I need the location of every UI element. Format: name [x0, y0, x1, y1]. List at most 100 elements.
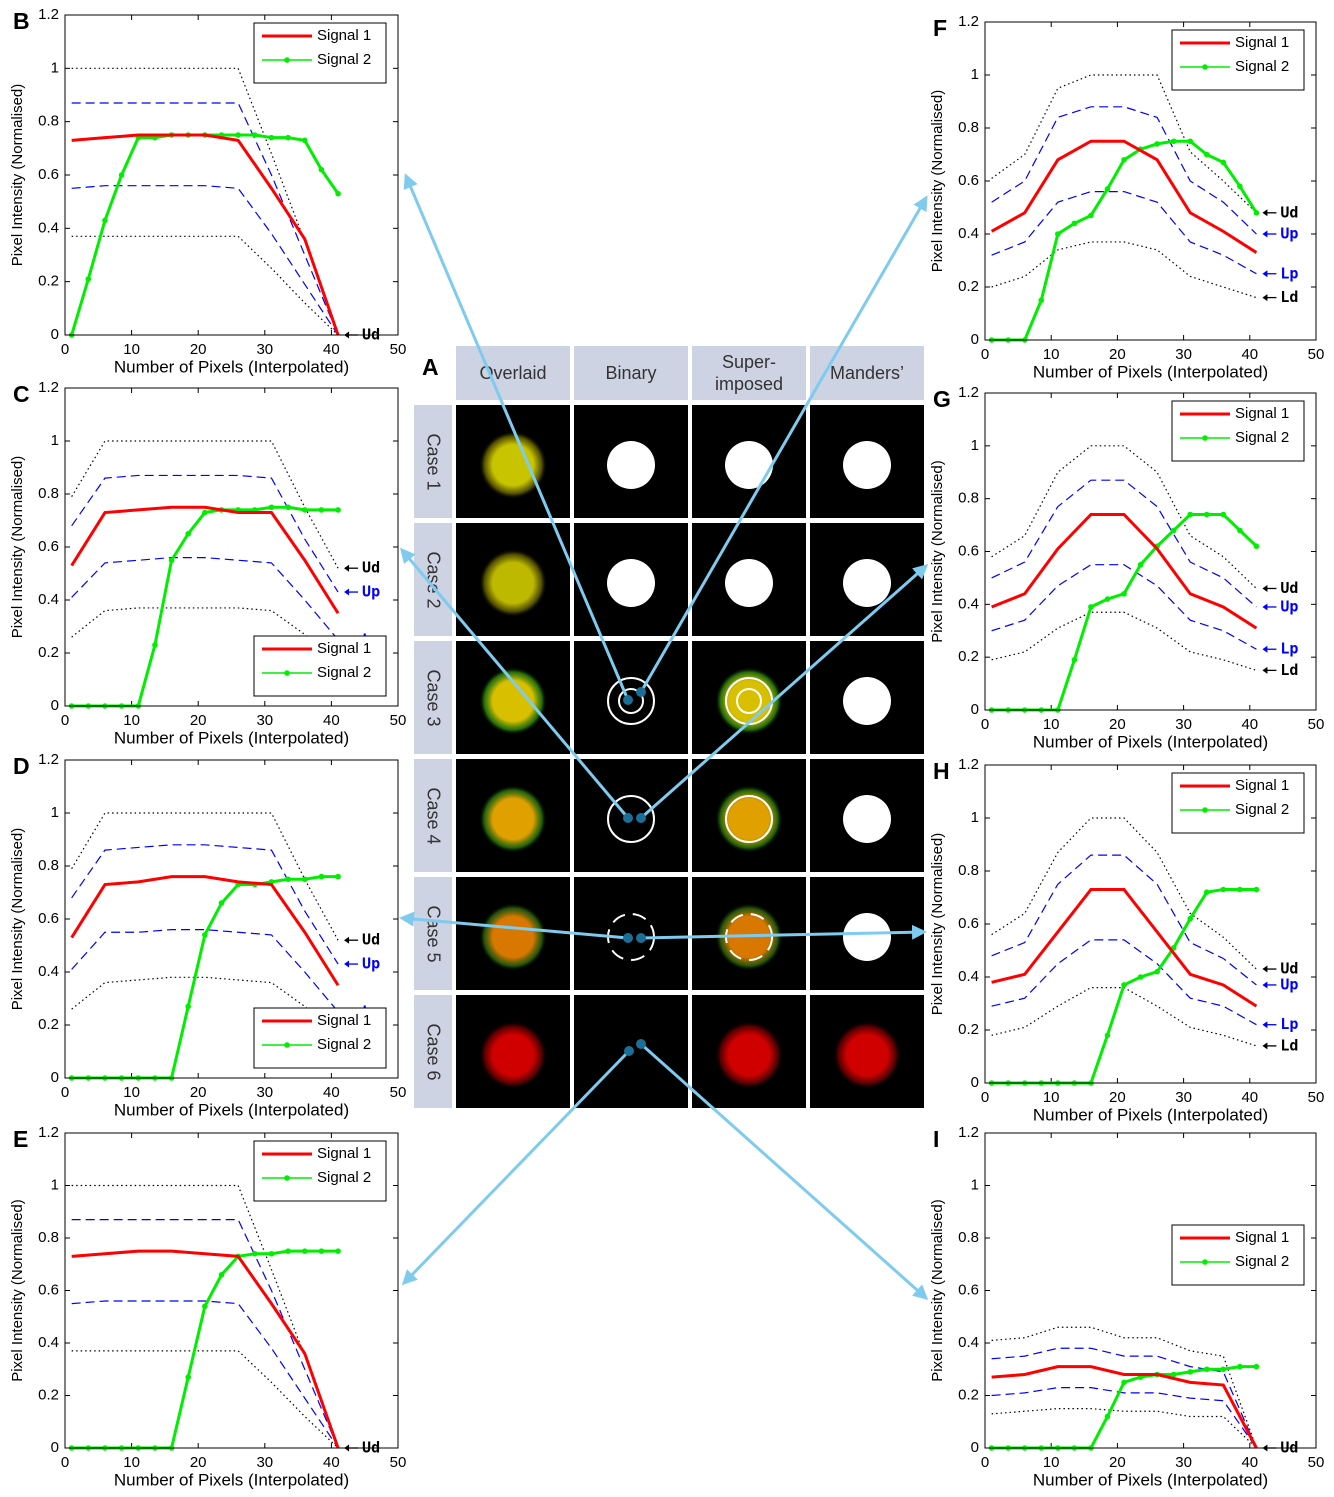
point	[252, 1250, 258, 1257]
series-line	[991, 241, 1257, 299]
label-arrowhead	[1262, 1021, 1268, 1029]
series-line	[991, 1408, 1257, 1449]
cell-image	[833, 1021, 901, 1089]
y-axis-label: Pixel Intensity (Normalised)	[929, 90, 946, 273]
y-tick-label: 0.6	[958, 542, 979, 559]
y-tick-label: 0.2	[38, 644, 59, 661]
point	[285, 134, 291, 141]
point	[1220, 1366, 1227, 1373]
point	[335, 873, 341, 880]
point	[301, 1248, 308, 1254]
y-tick-label: 0	[971, 701, 979, 718]
y-tick-label: 0.8	[38, 113, 59, 130]
blob	[479, 431, 547, 499]
x-tick-label: 50	[390, 1084, 407, 1101]
point	[1121, 157, 1127, 163]
point	[1121, 1379, 1127, 1386]
point	[1220, 886, 1227, 893]
end-label: Ud	[362, 559, 380, 577]
legend-label: Signal 1	[1235, 1229, 1289, 1246]
x-tick-label: 30	[256, 1454, 273, 1471]
cell-image	[715, 903, 783, 971]
end-label: Ud	[1280, 579, 1298, 597]
legend-box	[253, 1007, 387, 1069]
x-axis-label: Number of Pixels (Interpolated)	[1033, 362, 1268, 381]
series-line	[71, 929, 339, 1013]
y-tick-label: 0.6	[958, 1281, 979, 1298]
point	[168, 557, 175, 564]
x-tick-label: 40	[323, 1454, 340, 1471]
y-tick-label: 0.8	[38, 485, 59, 502]
blob	[833, 1021, 901, 1089]
x-tick-label: 30	[256, 341, 273, 358]
y-axis-label: Pixel Intensity (Normalised)	[9, 1199, 26, 1382]
x-tick-label: 50	[390, 341, 407, 358]
legend-label: Signal 1	[1235, 34, 1289, 51]
image-cell	[692, 995, 806, 1108]
image-cell	[810, 995, 924, 1108]
point	[1170, 527, 1177, 534]
label-arrowhead	[1262, 965, 1268, 973]
x-tick-label: 20	[1109, 716, 1126, 733]
series-line	[70, 505, 340, 615]
x-tick-label: 0	[61, 712, 69, 729]
row-label: Case 4	[423, 786, 444, 845]
y-tick-label: 0.4	[958, 968, 979, 985]
y-tick-label: 0.2	[958, 1021, 979, 1038]
mask-disk	[607, 559, 655, 607]
mask-disk	[843, 559, 891, 607]
point	[268, 1250, 275, 1257]
y-tick-label: 0.4	[958, 225, 979, 242]
image-grid: A Overlaid Binary Super-imposed Manders’ Cas…	[414, 346, 926, 1110]
x-tick-label: 0	[61, 341, 69, 358]
point	[1170, 138, 1177, 145]
y-tick-label: 1	[971, 1176, 979, 1193]
plot-area	[985, 1133, 1316, 1448]
x-tick-label: 50	[1308, 1089, 1325, 1106]
label-arrowhead	[344, 588, 350, 596]
mask-disk	[843, 677, 891, 725]
series-line	[991, 74, 1257, 214]
x-tick-label: 10	[1043, 1089, 1060, 1106]
image-cell	[574, 995, 688, 1108]
y-tick-label: 1.2	[38, 1124, 59, 1141]
x-axis-label: Number of Pixels (Interpolated)	[114, 728, 349, 747]
y-tick-label: 0	[51, 1069, 59, 1086]
y-tick-label: 0.6	[38, 538, 59, 555]
point	[218, 900, 225, 906]
y-tick-label: 1	[971, 809, 979, 826]
series-line	[991, 191, 1257, 275]
column-header: Manders’	[810, 346, 924, 400]
image-cell	[456, 877, 570, 990]
cell-image	[607, 441, 655, 489]
point	[152, 642, 158, 648]
series-line	[71, 102, 339, 336]
blob	[479, 1021, 547, 1089]
point	[1237, 886, 1243, 893]
point	[1104, 596, 1111, 602]
y-tick-label: 0.2	[38, 1386, 59, 1403]
point	[1104, 1032, 1111, 1039]
point	[268, 504, 275, 511]
image-cell	[456, 759, 570, 872]
series-line	[71, 844, 339, 965]
blob	[479, 549, 547, 617]
point	[1253, 1363, 1260, 1370]
blob	[479, 785, 547, 853]
series-line	[71, 1219, 339, 1449]
axes-box	[984, 764, 1317, 1084]
y-tick-label: 1.2	[958, 756, 979, 773]
point	[118, 172, 125, 178]
legend-label: Signal 1	[317, 1145, 371, 1162]
point	[1170, 1371, 1177, 1378]
legend-marker	[1202, 64, 1208, 70]
y-tick-label: 0	[51, 1439, 59, 1456]
x-tick-label: 10	[1043, 1454, 1060, 1471]
end-label: Ud	[1280, 203, 1298, 221]
y-tick-label: 1.2	[958, 13, 979, 30]
legend-box	[253, 1140, 387, 1202]
x-tick-label: 40	[1241, 1089, 1258, 1106]
y-tick-label: 0.6	[958, 172, 979, 189]
axes-box	[64, 1132, 399, 1449]
